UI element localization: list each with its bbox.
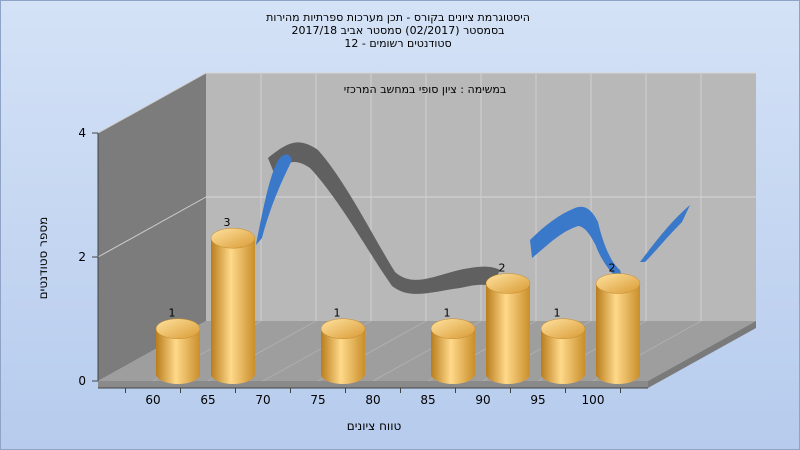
bar: 1 bbox=[320, 307, 366, 384]
y-tick-label: 4 bbox=[78, 126, 86, 140]
x-tick-label: 65 bbox=[200, 393, 215, 407]
bar-body bbox=[486, 283, 530, 384]
x-ticks: 60 65 70 75 80 85 90 95 100 bbox=[125, 388, 621, 407]
bar-top bbox=[210, 227, 256, 249]
bar-body bbox=[156, 328, 200, 384]
plot-floor-side bbox=[648, 321, 756, 388]
x-tick-label: 75 bbox=[310, 393, 325, 407]
bar-body bbox=[321, 328, 365, 384]
bar-value-label: 1 bbox=[169, 307, 176, 320]
bar-top bbox=[155, 318, 201, 339]
title-line-2: בסמסטר (02/2017) סמסטר אביב 2017/18 bbox=[291, 24, 504, 37]
bar: 2 bbox=[485, 261, 531, 384]
gridline-side bbox=[97, 196, 207, 258]
x-tick-label: 85 bbox=[420, 393, 435, 407]
bar-value-label: 1 bbox=[334, 307, 341, 320]
y-ticks: 0 2 4 bbox=[78, 126, 98, 388]
bar-body bbox=[431, 328, 475, 384]
bar: 1 bbox=[430, 307, 476, 384]
front-curve-ribbon-left bbox=[256, 154, 292, 245]
bar-value-label: 1 bbox=[554, 307, 561, 320]
x-tick-label: 80 bbox=[365, 393, 380, 407]
bar-top bbox=[485, 273, 531, 294]
title-line-1: היסטוגרמת ציונים בקורס - תכן מערכות ספרת… bbox=[266, 11, 530, 24]
x-tick-label: 60 bbox=[145, 393, 160, 407]
gridline-side bbox=[97, 72, 207, 134]
bar-value-label: 2 bbox=[499, 261, 506, 274]
y-tick-label: 2 bbox=[78, 250, 86, 264]
back-curve-ribbon bbox=[268, 142, 500, 294]
title-line-3: סטודנטים רשומים - 12 bbox=[344, 37, 451, 50]
bar-value-label: 3 bbox=[224, 216, 231, 229]
x-tick-label: 70 bbox=[255, 393, 270, 407]
bar: 1 bbox=[155, 307, 201, 384]
bar-top bbox=[430, 318, 476, 339]
x-tick-label: 95 bbox=[530, 393, 545, 407]
front-curve-ribbon-right bbox=[530, 205, 690, 284]
bar: 3 bbox=[210, 216, 256, 384]
bar-top bbox=[320, 318, 366, 339]
x-tick-label: 90 bbox=[475, 393, 490, 407]
x-tick-label: 100 bbox=[582, 393, 605, 407]
bar-body bbox=[596, 283, 640, 384]
bar-value-label: 1 bbox=[444, 307, 451, 320]
bar-body bbox=[541, 328, 585, 384]
bar-top bbox=[595, 273, 641, 294]
bar-body bbox=[211, 238, 255, 384]
chart-subtitle: במשימה : ציון סופי במחשב המרכזי bbox=[344, 83, 507, 96]
bars-layer: 1 3 1 1 2 1 2 bbox=[155, 216, 641, 384]
y-tick-label: 0 bbox=[78, 374, 86, 388]
x-axis-title: טווח ציונים bbox=[347, 419, 402, 433]
bar: 1 bbox=[540, 307, 586, 384]
bar-value-label: 2 bbox=[609, 261, 616, 274]
y-axis-title: מספר סטודנטים bbox=[36, 217, 50, 300]
bar-top bbox=[540, 318, 586, 339]
bar: 2 bbox=[595, 261, 641, 384]
